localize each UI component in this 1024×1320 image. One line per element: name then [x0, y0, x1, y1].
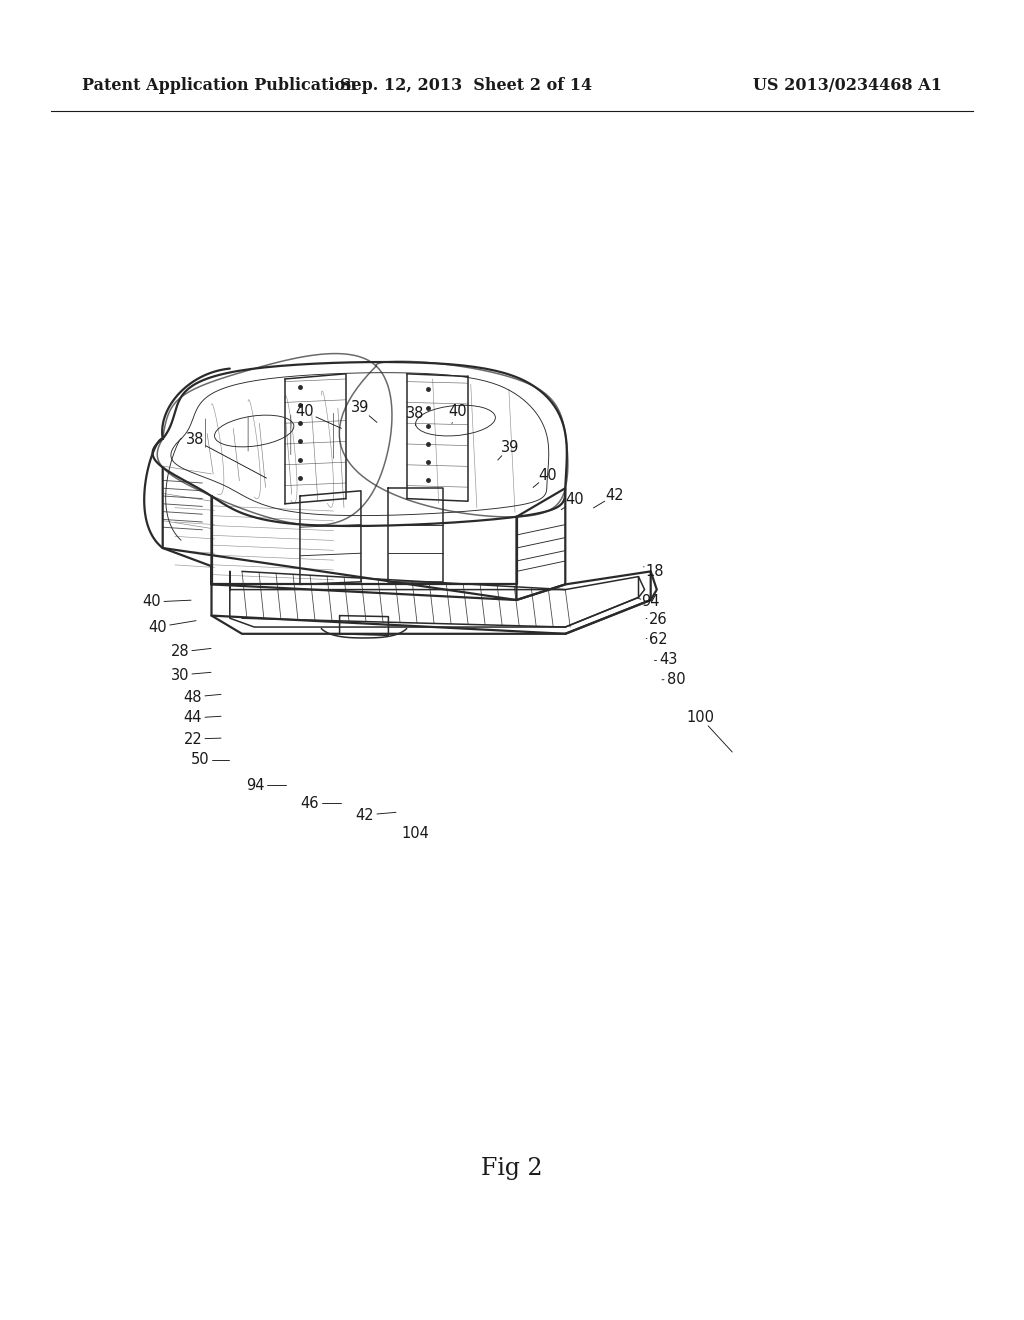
Text: 43: 43 [658, 652, 677, 668]
Text: 38: 38 [406, 405, 424, 421]
Text: Sep. 12, 2013  Sheet 2 of 14: Sep. 12, 2013 Sheet 2 of 14 [340, 77, 592, 94]
Text: 100: 100 [686, 710, 714, 725]
Text: Patent Application Publication: Patent Application Publication [82, 77, 356, 94]
Text: 40: 40 [539, 467, 557, 483]
Text: 94: 94 [641, 594, 659, 610]
Text: 40: 40 [449, 404, 467, 420]
Text: 38: 38 [185, 433, 204, 447]
Text: 42: 42 [355, 808, 375, 822]
Text: 30: 30 [171, 668, 189, 682]
Text: 39: 39 [501, 440, 519, 454]
Text: 40: 40 [148, 619, 167, 635]
Text: 39: 39 [351, 400, 370, 416]
Text: 28: 28 [171, 644, 189, 660]
Text: 22: 22 [183, 731, 203, 747]
Text: 62: 62 [648, 632, 668, 648]
Text: 46: 46 [301, 796, 319, 810]
Text: 44: 44 [183, 710, 203, 726]
Text: 40: 40 [142, 594, 162, 610]
Text: 40: 40 [296, 404, 314, 420]
Text: 26: 26 [648, 612, 668, 627]
Text: Fig 2: Fig 2 [481, 1156, 543, 1180]
Text: 80: 80 [667, 672, 685, 686]
Text: 40: 40 [565, 492, 585, 507]
Text: 94: 94 [246, 777, 264, 792]
Text: 104: 104 [401, 825, 429, 841]
Text: 42: 42 [605, 487, 625, 503]
Text: US 2013/0234468 A1: US 2013/0234468 A1 [753, 77, 942, 94]
Text: 18: 18 [646, 565, 665, 579]
Text: 48: 48 [183, 689, 203, 705]
Text: 50: 50 [190, 752, 209, 767]
